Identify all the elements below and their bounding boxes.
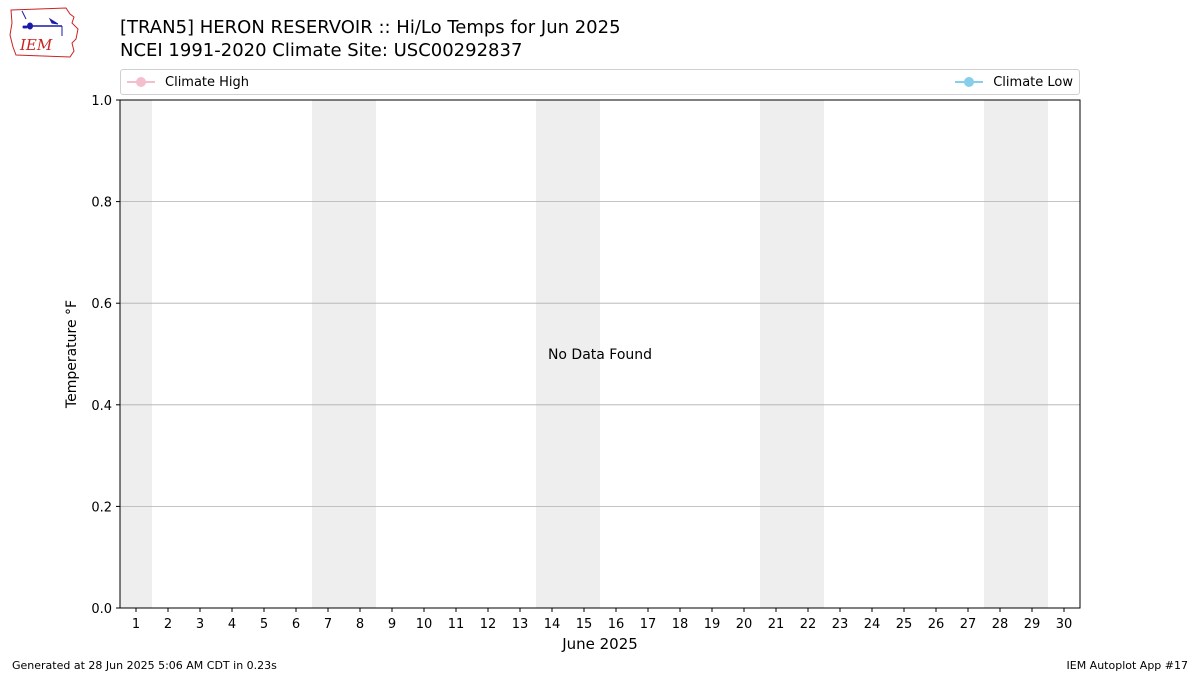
x-tick-label: 2 bbox=[164, 617, 172, 632]
x-tick-label: 3 bbox=[196, 617, 204, 632]
x-tick-label: 7 bbox=[324, 617, 332, 632]
x-tick-label: 15 bbox=[576, 617, 593, 632]
plot-area bbox=[119, 99, 1081, 609]
y-tick-label: 1.0 bbox=[91, 94, 112, 109]
x-tick-label: 18 bbox=[672, 617, 689, 632]
y-tick-label: 0.8 bbox=[91, 196, 112, 211]
weekend-band bbox=[984, 100, 1048, 608]
x-tick-label: 9 bbox=[388, 617, 396, 632]
x-tick-label: 20 bbox=[736, 617, 753, 632]
x-tick-label: 26 bbox=[928, 617, 945, 632]
x-tick-label: 13 bbox=[512, 617, 529, 632]
x-tick-label: 23 bbox=[832, 617, 849, 632]
legend-label-climate-high: Climate High bbox=[165, 74, 250, 90]
iowa-outline-icon bbox=[9, 7, 79, 58]
x-tick-label: 8 bbox=[356, 617, 364, 632]
y-tick-label: 0.6 bbox=[91, 297, 112, 312]
legend: Climate High Climate Low bbox=[120, 69, 1080, 95]
x-tick-label: 14 bbox=[544, 617, 561, 632]
x-tick-label: 10 bbox=[416, 617, 433, 632]
chart-subtitle: NCEI 1991-2020 Climate Site: USC00292837 bbox=[120, 40, 523, 61]
weekend-band bbox=[536, 100, 600, 608]
x-tick-label: 6 bbox=[292, 617, 300, 632]
y-tick-label: 0.4 bbox=[91, 399, 112, 414]
x-tick-label: 24 bbox=[864, 617, 881, 632]
y-tick-label: 0.0 bbox=[91, 602, 112, 617]
legend-item-climate-high: Climate High bbox=[127, 70, 249, 94]
legend-label-climate-low: Climate Low bbox=[993, 74, 1073, 90]
app-credit: IEM Autoplot App #17 bbox=[1066, 659, 1189, 672]
x-tick-label: 1 bbox=[132, 617, 140, 632]
x-tick-label: 21 bbox=[768, 617, 785, 632]
x-tick-label: 22 bbox=[800, 617, 817, 632]
x-tick-label: 30 bbox=[1056, 617, 1073, 632]
x-tick-label: 11 bbox=[448, 617, 465, 632]
x-tick-label: 17 bbox=[640, 617, 657, 632]
x-axis-label: June 2025 bbox=[561, 635, 638, 653]
x-tick-label: 5 bbox=[260, 617, 268, 632]
legend-swatch-climate-low bbox=[955, 76, 984, 88]
generated-timestamp: Generated at 28 Jun 2025 5:06 AM CDT in … bbox=[12, 659, 277, 672]
iem-logo: IEM bbox=[9, 7, 79, 58]
weekend-band bbox=[120, 100, 152, 608]
x-tick-label: 12 bbox=[480, 617, 497, 632]
weather-station-icon bbox=[21, 10, 63, 36]
y-tick-label: 0.2 bbox=[91, 500, 112, 515]
x-tick-label: 28 bbox=[992, 617, 1009, 632]
weekend-band bbox=[760, 100, 824, 608]
x-tick-label: 29 bbox=[1024, 617, 1041, 632]
weekend-band bbox=[312, 100, 376, 608]
y-axis-label: Temperature °F bbox=[64, 300, 80, 409]
logo-text: IEM bbox=[19, 36, 53, 54]
x-tick-label: 19 bbox=[704, 617, 721, 632]
no-data-annotation: No Data Found bbox=[548, 347, 652, 363]
chart-title: [TRAN5] HERON RESERVOIR :: Hi/Lo Temps f… bbox=[120, 17, 621, 38]
legend-swatch-climate-high bbox=[127, 76, 155, 88]
x-tick-label: 25 bbox=[896, 617, 913, 632]
x-tick-label: 4 bbox=[228, 617, 236, 632]
x-tick-label: 16 bbox=[608, 617, 625, 632]
legend-item-climate-low: Climate Low bbox=[955, 70, 1073, 94]
x-tick-label: 27 bbox=[960, 617, 977, 632]
